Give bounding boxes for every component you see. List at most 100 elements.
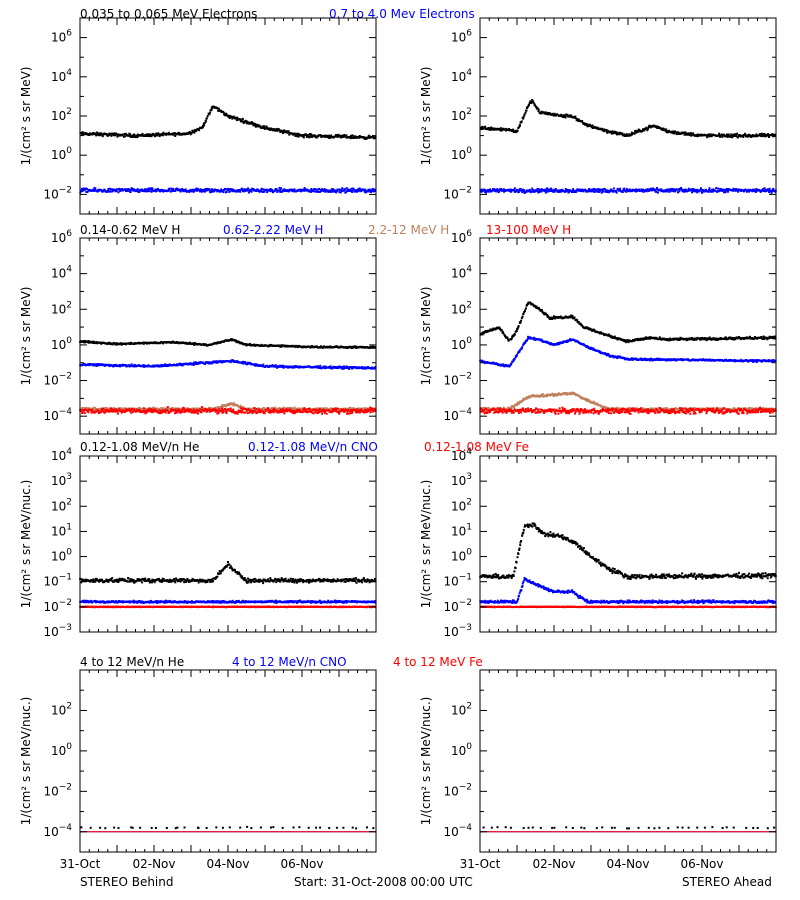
data-point (186, 409, 189, 412)
data-point (572, 188, 575, 191)
data-point (236, 360, 239, 362)
data-point (273, 411, 276, 414)
data-point (494, 189, 497, 192)
data-point (282, 131, 285, 134)
data-point (665, 128, 668, 131)
data-point (553, 188, 555, 191)
data-point (705, 134, 707, 137)
data-point (700, 190, 703, 193)
data-point (206, 410, 209, 413)
data-point (515, 190, 518, 193)
legend-label: 0.035 to 0.065 MeV Electrons (80, 7, 257, 21)
data-point (301, 407, 304, 410)
data-point (187, 408, 190, 411)
data-point (683, 133, 686, 136)
data-point (766, 134, 769, 137)
data-point (755, 190, 758, 193)
data-point (191, 410, 194, 413)
data-point (292, 190, 295, 193)
data-point (215, 409, 218, 411)
data-point (705, 189, 707, 192)
data-point (496, 188, 499, 191)
data-point (597, 191, 600, 193)
data-point (239, 342, 242, 345)
data-point (564, 190, 567, 193)
data-point (523, 192, 526, 194)
data-point (174, 409, 177, 412)
data-point (336, 189, 339, 192)
data-point (334, 407, 337, 410)
data-point (662, 127, 665, 130)
data-point (364, 188, 367, 191)
data-point (718, 189, 721, 192)
data-point (743, 134, 746, 136)
data-point (177, 408, 180, 411)
data-point (366, 410, 368, 413)
data-point (228, 408, 231, 411)
data-point (644, 188, 647, 191)
data-point (535, 306, 537, 309)
data-point (240, 407, 242, 410)
data-point (673, 188, 676, 191)
data-point (720, 188, 723, 191)
data-point (536, 187, 539, 190)
data-point (215, 189, 218, 192)
data-point (318, 409, 321, 412)
data-point (93, 189, 95, 192)
data-point (226, 409, 229, 412)
data-point (355, 189, 358, 192)
data-point (533, 190, 536, 193)
data-point (660, 190, 663, 193)
data-point (167, 412, 170, 414)
data-point (709, 189, 712, 192)
data-point (109, 133, 112, 136)
y-tick-label: 102 (451, 107, 472, 123)
data-point (373, 407, 376, 410)
data-point (117, 343, 120, 346)
data-point (146, 408, 149, 411)
data-point (746, 135, 749, 138)
data-point (191, 188, 194, 191)
data-point (202, 408, 204, 411)
data-point (283, 410, 286, 413)
data-point (575, 190, 578, 193)
y-tick-label: 104 (451, 68, 472, 84)
y-tick-label: 102 (51, 300, 72, 316)
data-point (537, 108, 540, 111)
data-point (707, 134, 710, 137)
data-point (563, 116, 566, 118)
data-point (692, 188, 695, 191)
data-point (519, 124, 521, 127)
data-point (594, 188, 597, 191)
data-point (713, 337, 716, 340)
data-point (666, 338, 669, 341)
data-point (502, 332, 505, 335)
data-point (664, 189, 667, 191)
data-point (321, 412, 324, 415)
data-point (314, 188, 317, 191)
data-point (183, 411, 186, 414)
data-point (246, 363, 248, 366)
data-point (690, 337, 693, 339)
data-point (90, 409, 93, 412)
data-point (117, 409, 120, 412)
data-point (164, 411, 167, 414)
data-point (352, 187, 355, 190)
data-point (718, 134, 721, 137)
data-point (709, 133, 712, 136)
data-point (118, 407, 121, 410)
data-point (513, 187, 516, 190)
data-point (351, 346, 354, 349)
data-point (551, 318, 553, 320)
data-point (244, 119, 247, 122)
data-point (639, 129, 642, 132)
data-point (83, 412, 86, 415)
data-point (102, 409, 105, 411)
data-point (132, 136, 135, 138)
data-point (345, 409, 348, 412)
data-point (692, 132, 695, 135)
data-point (239, 190, 242, 193)
data-point (292, 412, 295, 415)
data-point (141, 132, 144, 135)
